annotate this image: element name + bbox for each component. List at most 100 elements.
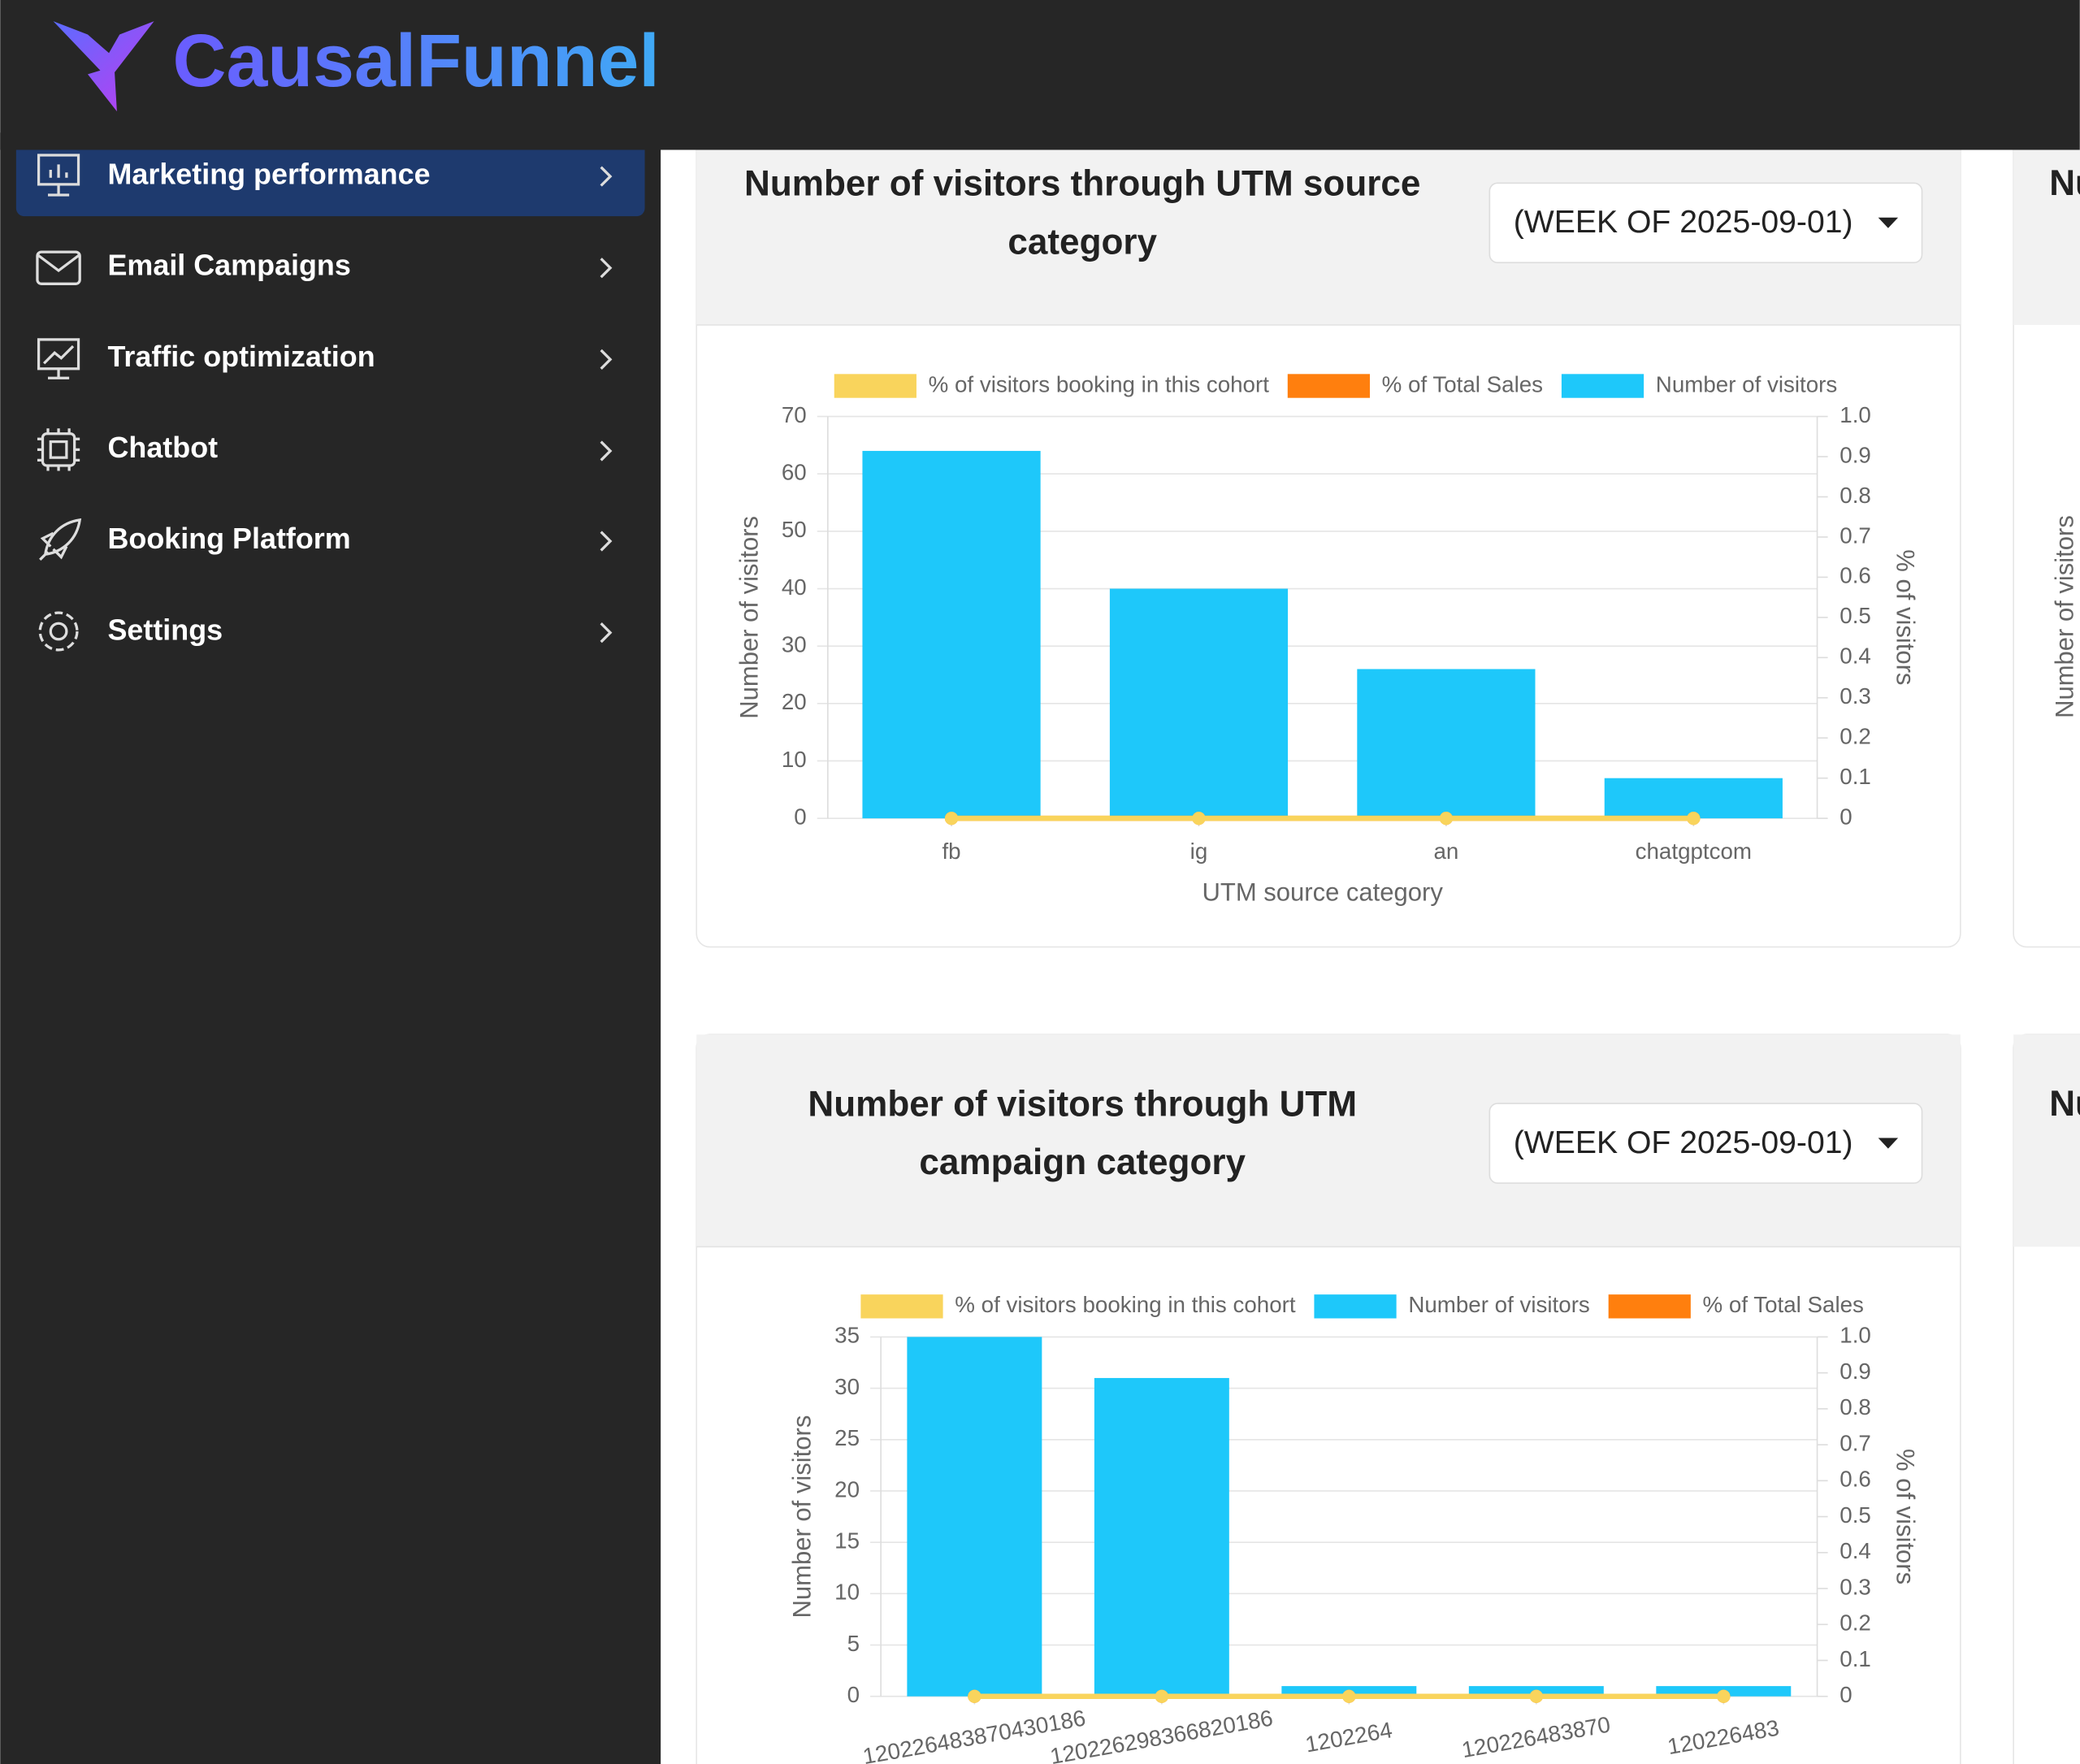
legend: % of visitors booking in this cohort Numb… (860, 1292, 1864, 1319)
partial-panel-head (2013, 1034, 2080, 1247)
panels: Number of visitors through UTM source cat… (696, 132, 1961, 1764)
legend-label[interactable]: % of visitors booking in this cohort (929, 371, 1270, 397)
title-line: category (1008, 222, 1157, 262)
icon (38, 611, 79, 652)
partial-panel-head (2013, 132, 2080, 325)
brand: CausalFunnel (172, 20, 659, 102)
icon (37, 428, 80, 471)
y2-tick-label: 0.6 (1840, 563, 1871, 588)
sidebar-icons (36, 154, 613, 652)
y2-tick-label: 0.4 (1840, 1538, 1871, 1563)
panel-title: Number of visitors through UTM campaign c… (808, 1084, 1357, 1182)
y-axis-title: Number of visitors (734, 516, 763, 719)
y2-tick-label: 0.1 (1840, 1646, 1871, 1671)
sidebar-item[interactable]: Email Campaigns (107, 249, 350, 282)
y-tick-label: 0 (794, 804, 806, 829)
line-point (1155, 1689, 1169, 1703)
y2-tick-label: 0 (1840, 804, 1852, 829)
y-tick-label: 35 (834, 1323, 860, 1348)
line-point (1342, 1689, 1356, 1703)
x-tick-label: fb (942, 839, 960, 864)
legend-swatch (860, 1294, 943, 1319)
line-point (944, 811, 959, 826)
y-tick-label: 30 (782, 632, 807, 657)
y2-axis-title: % of visitors (1891, 549, 1919, 685)
y2-tick-label: 0.7 (1840, 522, 1871, 548)
icon (39, 518, 82, 561)
legend-label[interactable]: Number of visitors (1408, 1292, 1589, 1317)
y-tick-label: 50 (782, 517, 807, 542)
y-tick-label: 30 (834, 1374, 860, 1399)
x-tick-label: an (1433, 839, 1458, 864)
sidebar-item[interactable]: Settings (107, 613, 223, 646)
y-tick-label: 40 (782, 574, 807, 600)
title-line: Number of visitors through UTM source (744, 163, 1420, 203)
sidebar (0, 132, 661, 1764)
legend: % of visitors booking in this cohort % of… (834, 371, 1837, 398)
filter-dropdown[interactable] (1488, 1103, 1923, 1184)
top-bar (0, 0, 2080, 150)
active-item-bg (15, 141, 645, 217)
icon (37, 154, 80, 197)
sidebar-item[interactable]: Booking Platform (107, 522, 350, 555)
panel-title: Number of visitors through UTM source cat… (744, 163, 1420, 262)
y-tick-label: 20 (834, 1476, 860, 1502)
y2-tick-label: 0.5 (1840, 603, 1871, 628)
bar (907, 1337, 1042, 1697)
chevrons (600, 166, 613, 644)
y2-tick-label: 0.3 (1840, 1574, 1871, 1599)
y-tick-label: 10 (782, 747, 807, 772)
partial-axis-label: Number of visitors (2051, 515, 2079, 718)
sidebar-items: Marketing performance Email Campaigns Traf… (107, 158, 430, 647)
line-point (968, 1689, 982, 1703)
y2-tick-label: 0 (1840, 1682, 1852, 1707)
y-tick-label: 20 (782, 689, 807, 714)
bar (1094, 1377, 1229, 1697)
y2-tick-label: 0.4 (1840, 644, 1871, 669)
x-tick-label: ig (1190, 839, 1208, 864)
y-tick-label: 60 (782, 460, 807, 485)
y2-tick-label: 0.8 (1840, 1394, 1871, 1419)
legend-swatch (1314, 1294, 1397, 1319)
legend-label[interactable]: % of visitors booking in this cohort (955, 1292, 1296, 1317)
legend-swatch (1561, 374, 1644, 398)
legend-swatch (1608, 1294, 1691, 1319)
sidebar-item[interactable]: Chatbot (107, 431, 218, 464)
bar (1604, 778, 1783, 819)
chart-panel: Number of visitors through UTM source cat… (696, 132, 1961, 948)
filter-value: (WEEK OF 2025-09-01) (1514, 205, 1853, 240)
y-tick-label: 70 (782, 402, 807, 427)
filter-dropdown[interactable] (1488, 182, 1923, 264)
y-tick-label: 25 (834, 1425, 860, 1450)
y2-tick-label: 0.9 (1840, 1359, 1871, 1384)
y2-tick-label: 0.5 (1840, 1502, 1871, 1528)
y2-tick-label: 0.8 (1840, 483, 1871, 508)
bar (1109, 588, 1289, 819)
title-line: campaign category (919, 1142, 1246, 1182)
legend-label[interactable]: % of Total Sales (1382, 371, 1543, 397)
y2-tick-label: 0.9 (1840, 442, 1871, 467)
icon (36, 250, 81, 285)
y-tick-label: 15 (834, 1528, 860, 1553)
line-point (1439, 811, 1454, 826)
sidebar-item[interactable]: Traffic optimization (107, 340, 375, 373)
bar (862, 450, 1041, 819)
y-tick-label: 5 (847, 1631, 860, 1656)
y2-tick-label: 1.0 (1840, 1323, 1871, 1348)
partial-title: Nu (2049, 1084, 2080, 1124)
legend-label[interactable]: % of Total Sales (1703, 1292, 1864, 1317)
sidebar-item[interactable]: Marketing performance (107, 158, 430, 191)
line-point (1529, 1689, 1543, 1703)
line-point (1717, 1689, 1731, 1703)
y2-tick-label: 0.3 (1840, 683, 1871, 709)
legend-label[interactable]: Number of visitors (1656, 371, 1837, 397)
y-tick-label: 10 (834, 1580, 860, 1605)
y-axis-title: Number of visitors (788, 1415, 817, 1619)
line-point (1687, 811, 1701, 826)
filter-value: (WEEK OF 2025-09-01) (1514, 1125, 1853, 1160)
legend-swatch (1287, 374, 1370, 398)
chart-panel: Number of visitors through UTM campaign c… (696, 1034, 1961, 1764)
partial-title: Nu (2049, 163, 2080, 203)
logo-mark (53, 21, 154, 112)
